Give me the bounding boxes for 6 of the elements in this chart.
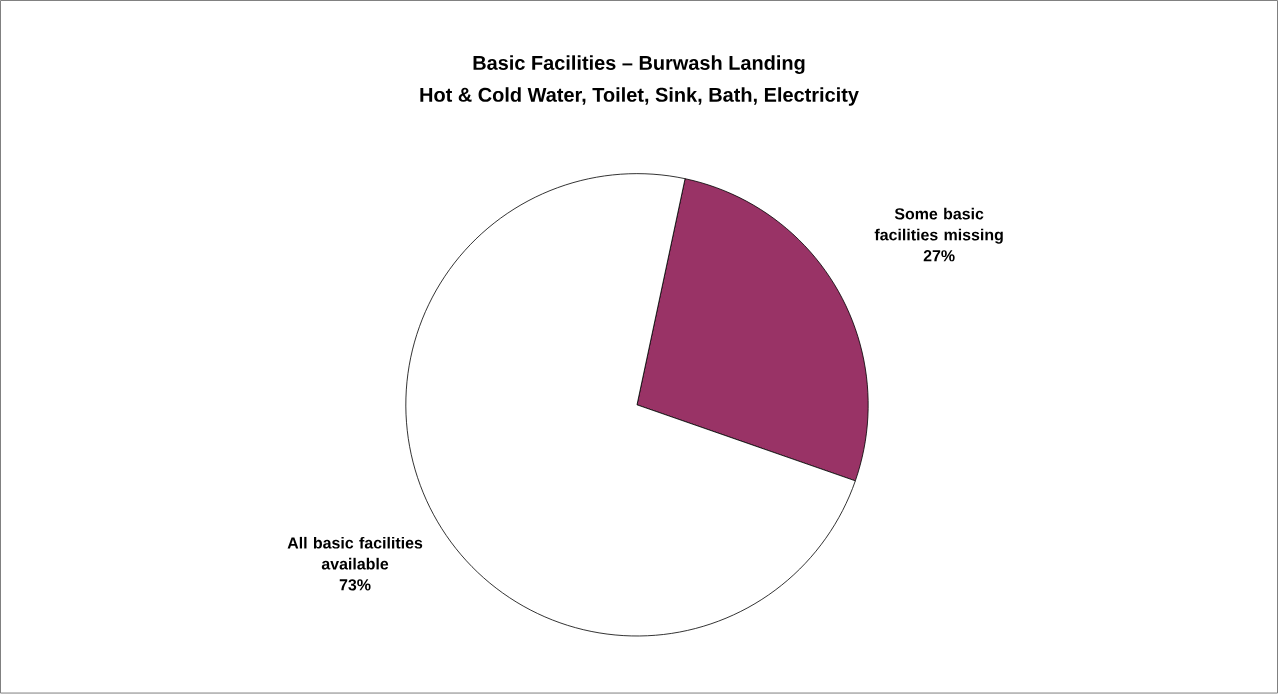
slice-label: Some basic facilities missing: [874, 208, 1003, 244]
chart-subtitle: Hot & Cold Water, Toilet, Sink, Bath, Electricity: [420, 87, 859, 107]
data-label: 73%: [339, 579, 371, 591]
chart-title: Basic Facilities – Burwash Landing: [473, 55, 805, 75]
slice-label: All basic facilities available: [287, 537, 423, 570]
data-label: 27%: [923, 250, 955, 262]
